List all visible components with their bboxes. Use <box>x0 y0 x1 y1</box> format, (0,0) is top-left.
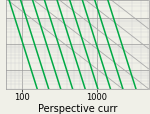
X-axis label: Perspective curr: Perspective curr <box>38 103 117 113</box>
